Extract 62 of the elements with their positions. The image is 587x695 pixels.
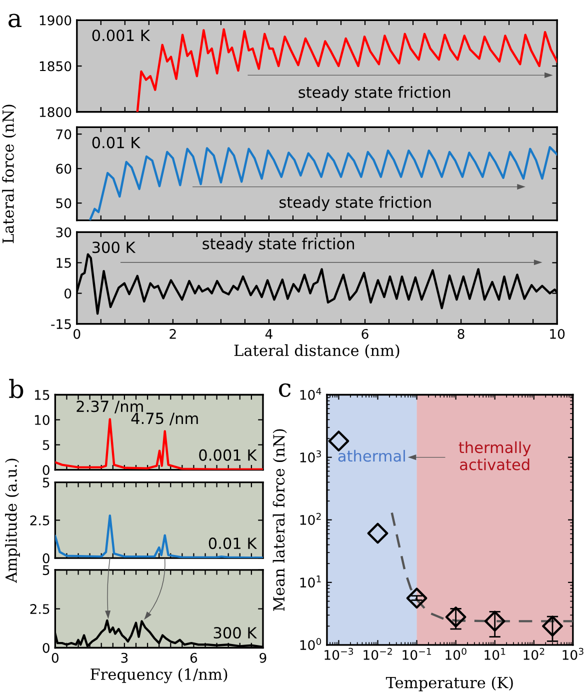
series-label: 0.01 K bbox=[208, 538, 258, 550]
x-tick-label: 10$^{0}$ bbox=[446, 648, 466, 660]
x-tick-label: 10$^{2}$ bbox=[524, 648, 544, 660]
y-tick-label: 10$^{2}$ bbox=[300, 512, 321, 525]
y-tick-label: 50 bbox=[56, 198, 72, 208]
x-tick-label: 0 bbox=[74, 328, 80, 339]
y-tick-label: 5 bbox=[42, 478, 50, 488]
x-axis-title: Lateral distance (nm) bbox=[234, 344, 400, 358]
y-tick-label: 30 bbox=[56, 227, 72, 238]
y-tick-label: 15 bbox=[56, 258, 71, 268]
x-tick-label: 9 bbox=[260, 652, 266, 663]
x-tick-label: 10 bbox=[550, 328, 565, 339]
x-tick-label: 10$^{−3}$ bbox=[324, 648, 353, 660]
y-tick-label: 2.5 bbox=[30, 604, 50, 614]
x-tick-label: 10$^{3}$ bbox=[562, 648, 584, 660]
y-tick-label: 60 bbox=[56, 164, 72, 174]
y-tick-label: 10$^{1}$ bbox=[300, 576, 321, 588]
band-label: thermally activated bbox=[458, 441, 531, 470]
y-tick-label: 0 bbox=[42, 465, 50, 476]
legend-label: 300 K bbox=[92, 242, 136, 254]
y-tick-label: 10$^{3}$ bbox=[300, 450, 321, 462]
y-tick-label: 10$^{0}$ bbox=[300, 638, 322, 650]
y-tick-label: 2.5 bbox=[30, 515, 50, 526]
x-axis-title: Frequency (1/nm) bbox=[90, 668, 228, 684]
x-axis-title: Temperature (K) bbox=[386, 676, 513, 692]
chart-title: a bbox=[8, 14, 22, 28]
legend-label: 300 K bbox=[214, 626, 258, 639]
x-tick-label: 10$^{−1}$ bbox=[402, 648, 431, 660]
x-tick-label: 2 bbox=[170, 328, 176, 339]
annotation: 2.37 /nm bbox=[76, 400, 143, 414]
y-tick-label: 70 bbox=[56, 129, 72, 140]
y-tick-label: -15 bbox=[51, 319, 71, 330]
y-tick-label: 15 bbox=[34, 390, 50, 400]
annotation: steady state friction bbox=[202, 238, 354, 252]
x-tick-label: 4 bbox=[265, 329, 272, 339]
y-tick-label: 0 bbox=[64, 288, 72, 298]
chart-title: b bbox=[9, 378, 24, 398]
annotation: 4.75 /nm bbox=[131, 412, 198, 426]
x-tick-label: 8 bbox=[458, 328, 464, 339]
y-axis-title: Lateral force (nN) bbox=[2, 104, 16, 244]
y-tick-label: 1850 bbox=[40, 61, 72, 72]
y-axis-title: Mean lateral force (nN) bbox=[272, 429, 287, 611]
x-tick-label: 10$^{1}$ bbox=[484, 648, 506, 660]
y-axis-title: Amplitude (a.u.) bbox=[5, 458, 20, 583]
y-tick-label: 0 bbox=[42, 553, 50, 564]
annotation: steady state friction bbox=[298, 86, 450, 101]
y-tick-label: 10$^{4}$ bbox=[300, 388, 322, 400]
series-label: 0.001 K bbox=[199, 449, 258, 461]
chart-title: c bbox=[279, 383, 291, 398]
band-label: athermal bbox=[338, 450, 405, 462]
annotation: steady state friction bbox=[280, 196, 431, 211]
y-tick-label: 1900 bbox=[40, 15, 72, 26]
y-tick-label: 5 bbox=[42, 440, 50, 450]
series-label: 0.001 K bbox=[92, 30, 150, 42]
x-tick-label: 3 bbox=[121, 652, 128, 663]
x-tick-label: 6 bbox=[190, 652, 198, 663]
y-tick-label: 5 bbox=[42, 565, 50, 576]
y-tick-label: 10 bbox=[34, 415, 50, 425]
x-tick-label: 6 bbox=[362, 328, 368, 339]
x-tick-label: 10$^{−2}$ bbox=[364, 648, 392, 660]
series-label: 0.01 K bbox=[92, 136, 141, 148]
y-tick-label: 1800 bbox=[40, 107, 72, 118]
